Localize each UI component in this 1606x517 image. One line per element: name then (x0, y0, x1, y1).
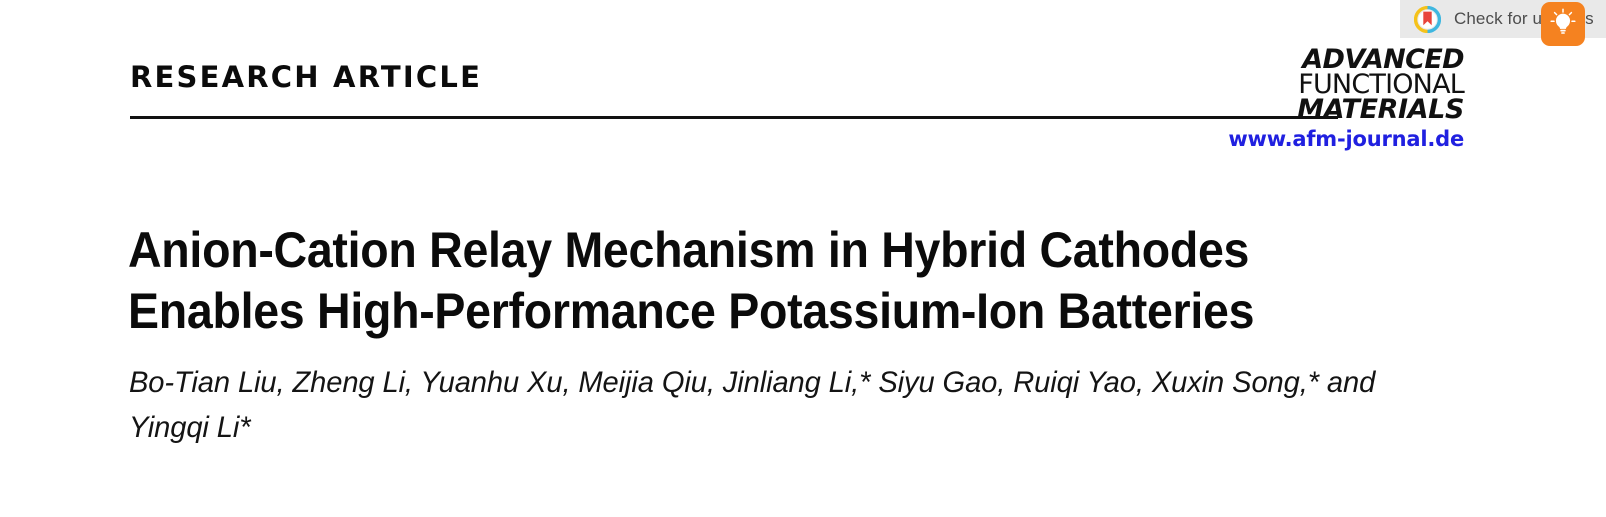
author-list: Bo-Tian Liu, Zheng Li, Yuanhu Xu, Meijia… (129, 366, 1376, 444)
header-divider (130, 116, 1338, 119)
journal-url-link[interactable]: www.afm-journal.de (1228, 127, 1464, 151)
journal-logo: ADVANCED FUNCTIONAL MATERIALS (1297, 44, 1465, 125)
article-title: Anion-Cation Relay Mechanism in Hybrid C… (128, 221, 1255, 339)
lightbulb-icon (1548, 7, 1578, 42)
section-label: RESEARCH ARTICLE (130, 60, 483, 94)
journal-logo-line-advanced: ADVANCED (1302, 44, 1464, 75)
lightbulb-button[interactable] (1541, 2, 1585, 46)
journal-logo-line-functional: FUNCTIONAL (1298, 68, 1465, 100)
crossmark-icon (1413, 5, 1442, 33)
journal-logo-line-materials: MATERIALS (1297, 93, 1464, 125)
